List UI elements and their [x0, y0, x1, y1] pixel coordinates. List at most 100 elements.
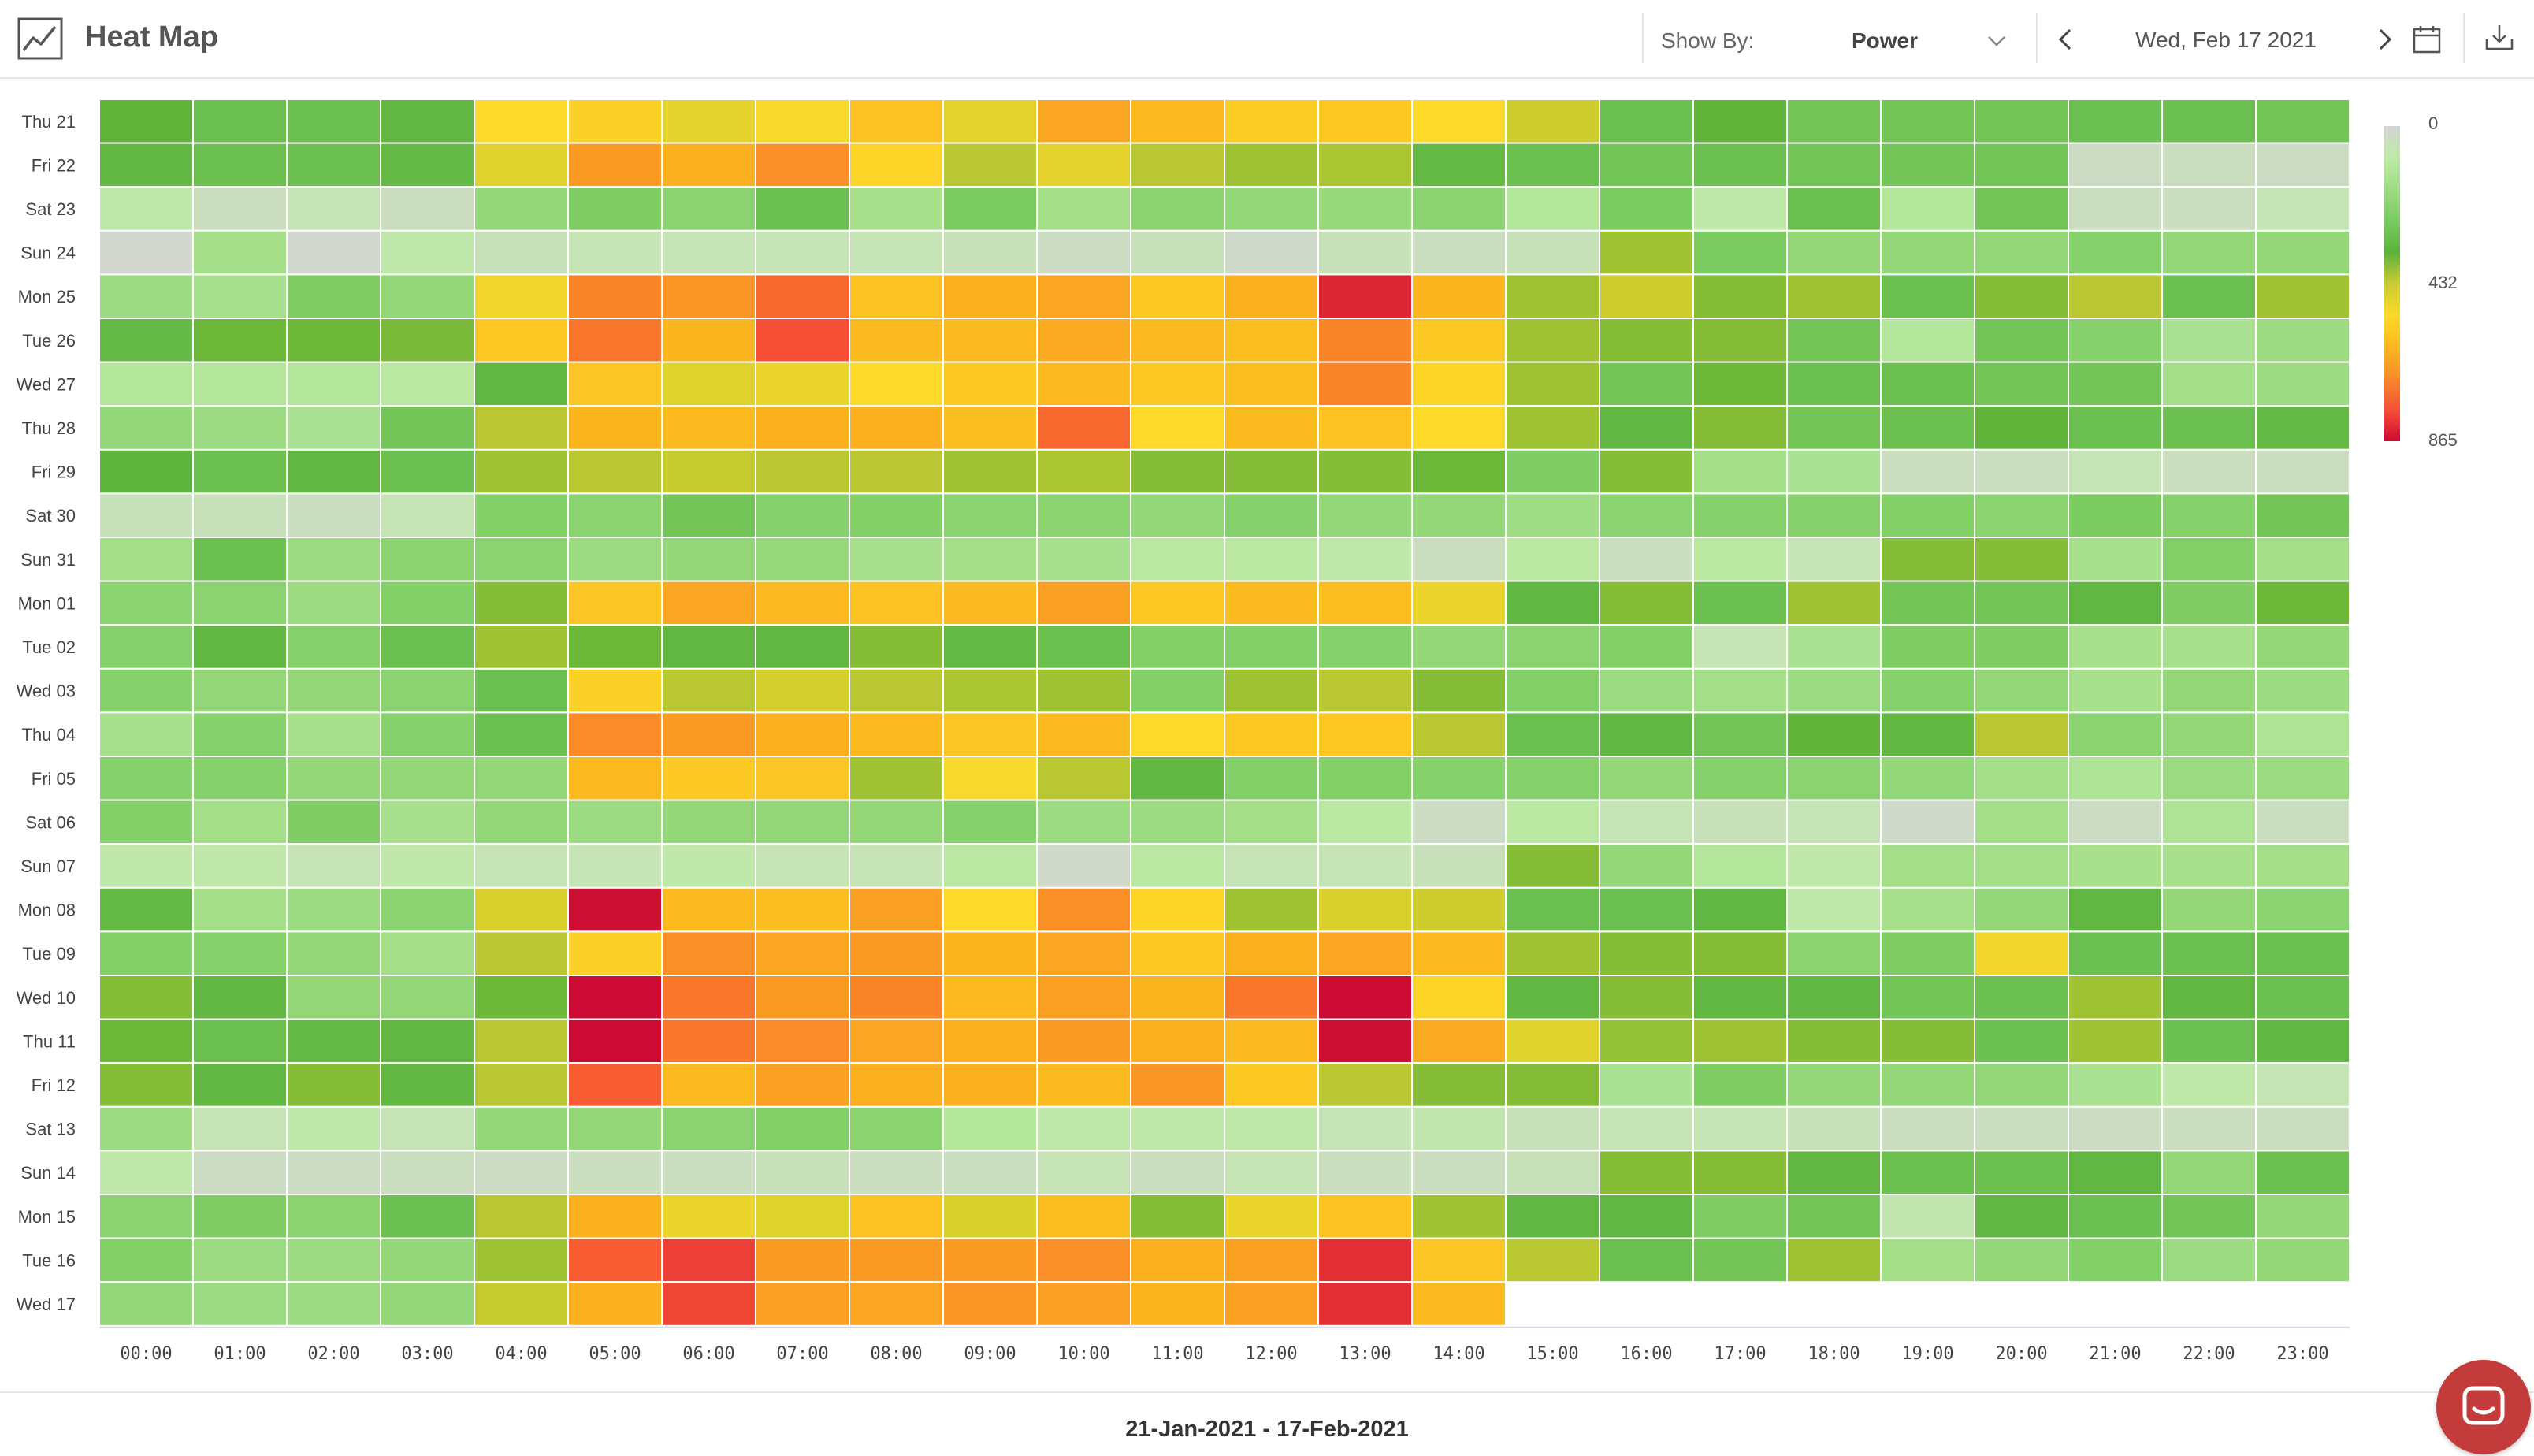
heatmap-cell[interactable] — [98, 1062, 194, 1108]
heatmap-cell[interactable] — [2255, 142, 2350, 188]
heatmap-cell[interactable] — [98, 930, 194, 977]
heatmap-cell[interactable] — [1599, 1150, 1694, 1196]
heatmap-cell[interactable] — [2068, 405, 2163, 451]
heatmap-cell[interactable] — [1786, 624, 1882, 670]
heatmap-cell[interactable] — [1130, 1105, 1225, 1152]
heatmap-cell[interactable] — [286, 1018, 381, 1064]
heatmap-cell[interactable] — [1224, 975, 1319, 1020]
heatmap-cell[interactable] — [2255, 361, 2350, 407]
heatmap-cell[interactable] — [1411, 843, 1507, 889]
heatmap-cell[interactable] — [661, 756, 756, 801]
heatmap-cell[interactable] — [1130, 1237, 1225, 1283]
heatmap-cell[interactable] — [1317, 711, 1413, 758]
heatmap-cell[interactable] — [1692, 142, 1788, 188]
heatmap-cell[interactable] — [380, 580, 475, 626]
heatmap-cell[interactable] — [1786, 1105, 1882, 1152]
heatmap-cell[interactable] — [1974, 930, 2069, 977]
heatmap-cell[interactable] — [1974, 1018, 2069, 1064]
heatmap-cell[interactable] — [1317, 1150, 1413, 1196]
heatmap-cell[interactable] — [1599, 756, 1694, 801]
heatmap-cell[interactable] — [98, 1194, 194, 1239]
heatmap-cell[interactable] — [567, 448, 663, 495]
heatmap-cell[interactable] — [1224, 186, 1319, 232]
heatmap-cell[interactable] — [1505, 799, 1600, 845]
heatmap-cell[interactable] — [2161, 756, 2257, 801]
heatmap-cell[interactable] — [2255, 799, 2350, 845]
heatmap-cell[interactable] — [1974, 1150, 2069, 1196]
heatmap-cell[interactable] — [661, 405, 756, 451]
heatmap-cell[interactable] — [192, 98, 288, 144]
heatmap-cell[interactable] — [849, 1194, 944, 1239]
heatmap-cell[interactable] — [661, 361, 756, 407]
heatmap-cell[interactable] — [1786, 1150, 1882, 1196]
heatmap-cell[interactable] — [286, 580, 381, 626]
heatmap-cell[interactable] — [192, 975, 288, 1020]
heatmap-cell[interactable] — [98, 273, 194, 319]
heatmap-cell[interactable] — [2255, 1237, 2350, 1283]
heatmap-cell[interactable] — [1411, 1150, 1507, 1196]
heatmap-cell[interactable] — [286, 492, 381, 539]
heatmap-cell[interactable] — [286, 273, 381, 319]
heatmap-cell[interactable] — [1505, 492, 1600, 539]
heatmap-cell[interactable] — [1880, 361, 1975, 407]
heatmap-cell[interactable] — [2161, 186, 2257, 232]
heatmap-cell[interactable] — [1692, 624, 1788, 670]
heatmap-cell[interactable] — [1786, 1237, 1882, 1283]
heatmap-cell[interactable] — [474, 1150, 569, 1196]
heatmap-cell[interactable] — [286, 1150, 381, 1196]
heatmap-cell[interactable] — [942, 1105, 1038, 1152]
heatmap-cell[interactable] — [2161, 229, 2257, 276]
heatmap-cell[interactable] — [474, 492, 569, 539]
heatmap-cell[interactable] — [1411, 448, 1507, 495]
heatmap-cell[interactable] — [192, 405, 288, 451]
heatmap-cell[interactable] — [1317, 1194, 1413, 1239]
heatmap-cell[interactable] — [474, 186, 569, 232]
heatmap-cell[interactable] — [1974, 799, 2069, 845]
heatmap-cell[interactable] — [1786, 361, 1882, 407]
heatmap-cell[interactable] — [1599, 1194, 1694, 1239]
heatmap-cell[interactable] — [567, 1194, 663, 1239]
heatmap-cell[interactable] — [849, 98, 944, 144]
heatmap-cell[interactable] — [755, 711, 850, 758]
heatmap-cell[interactable] — [1411, 1281, 1507, 1327]
heatmap-cell[interactable] — [567, 1150, 663, 1196]
heatmap-cell[interactable] — [1036, 1062, 1131, 1108]
heatmap-cell[interactable] — [2255, 318, 2350, 363]
heatmap-cell[interactable] — [2161, 1194, 2257, 1239]
heatmap-cell[interactable] — [192, 1237, 288, 1283]
chevron-right-icon[interactable] — [2367, 22, 2402, 57]
heatmap-cell[interactable] — [1505, 98, 1600, 144]
heatmap-cell[interactable] — [1599, 711, 1694, 758]
heatmap-cell[interactable] — [849, 843, 944, 889]
heatmap-cell[interactable] — [98, 975, 194, 1020]
heatmap-cell[interactable] — [1505, 361, 1600, 407]
heatmap-cell[interactable] — [98, 361, 194, 407]
heatmap-cell[interactable] — [1599, 318, 1694, 363]
heatmap-cell[interactable] — [286, 1062, 381, 1108]
heatmap-cell[interactable] — [755, 142, 850, 188]
heatmap-cell[interactable] — [1786, 98, 1882, 144]
heatmap-cell[interactable] — [2255, 1062, 2350, 1108]
heatmap-cell[interactable] — [2068, 756, 2163, 801]
heatmap-cell[interactable] — [1411, 667, 1507, 714]
heatmap-cell[interactable] — [474, 318, 569, 363]
heatmap-cell[interactable] — [1130, 1150, 1225, 1196]
heatmap-cell[interactable] — [286, 98, 381, 144]
heatmap-cell[interactable] — [1317, 142, 1413, 188]
heatmap-cell[interactable] — [942, 1237, 1038, 1283]
heatmap-cell[interactable] — [849, 186, 944, 232]
heatmap-cell[interactable] — [661, 1194, 756, 1239]
heatmap-cell[interactable] — [755, 229, 850, 276]
heatmap-cell[interactable] — [2161, 318, 2257, 363]
heatmap-cell[interactable] — [755, 1105, 850, 1152]
heatmap-cell[interactable] — [286, 1237, 381, 1283]
heatmap-cell[interactable] — [2255, 492, 2350, 539]
heatmap-cell[interactable] — [1505, 843, 1600, 889]
heatmap-cell[interactable] — [2161, 98, 2257, 144]
heatmap-cell[interactable] — [942, 930, 1038, 977]
heatmap-cell[interactable] — [1317, 273, 1413, 319]
heatmap-cell[interactable] — [1505, 886, 1600, 933]
heatmap-cell[interactable] — [849, 1150, 944, 1196]
heatmap-cell[interactable] — [380, 1062, 475, 1108]
heatmap-cell[interactable] — [1224, 1237, 1319, 1283]
